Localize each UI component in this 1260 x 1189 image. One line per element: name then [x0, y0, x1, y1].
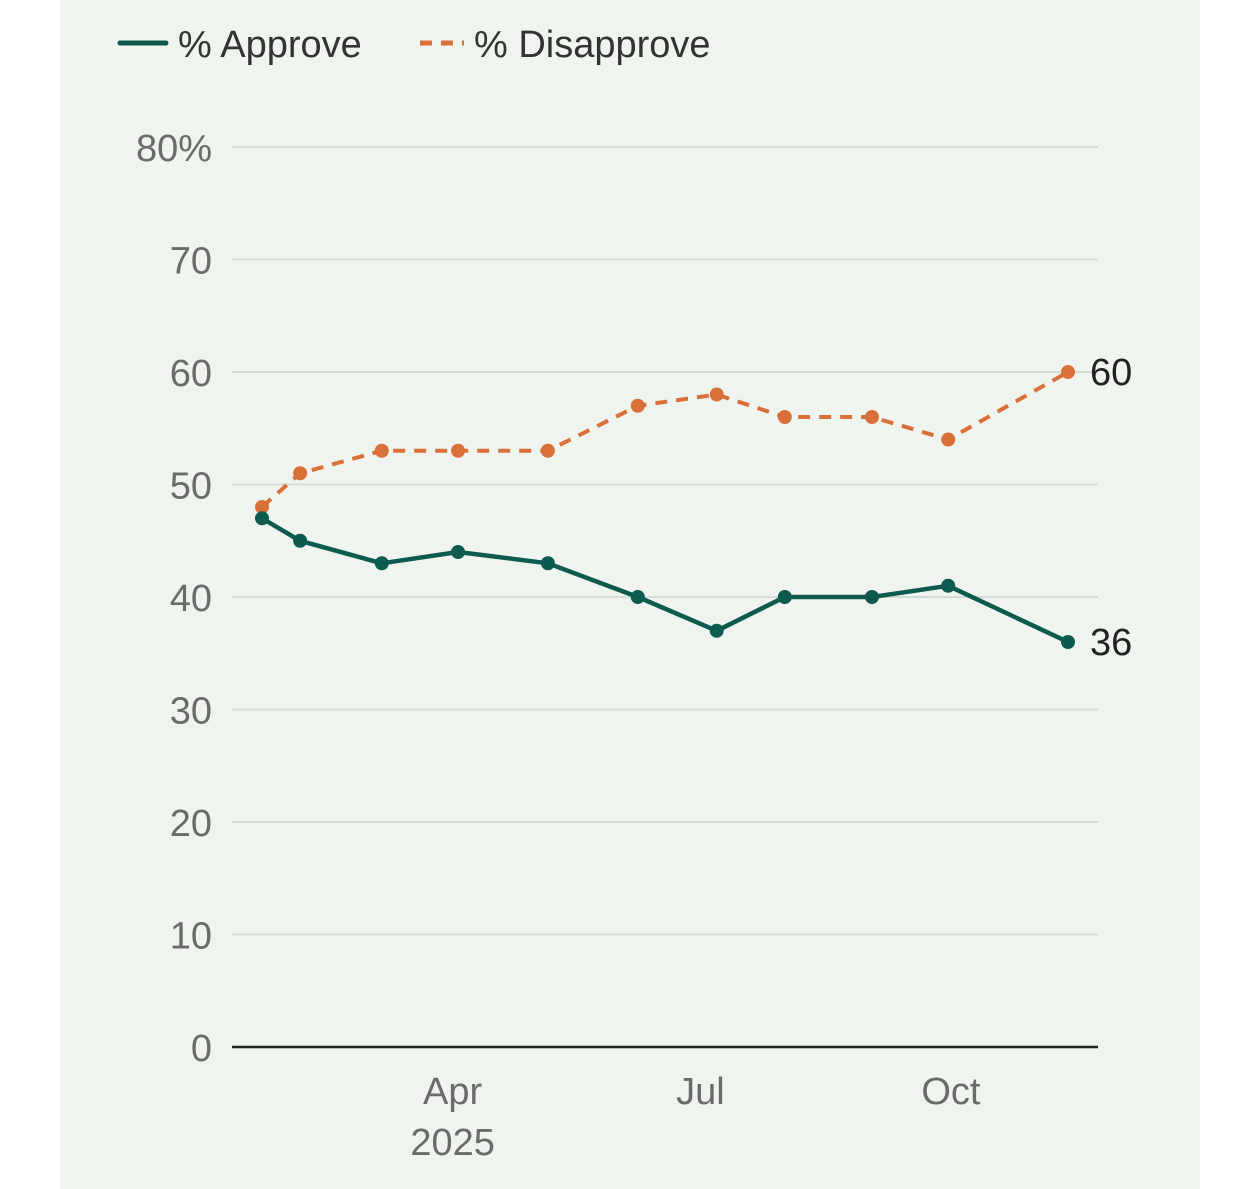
- data-point-disapprove: [1061, 365, 1075, 379]
- x-tick-label: Jul: [676, 1071, 725, 1113]
- data-point-approve: [255, 511, 269, 526]
- y-tick-label: 60: [170, 353, 212, 395]
- y-tick-label: 30: [170, 691, 212, 733]
- data-point-approve: [451, 545, 466, 559]
- data-point-disapprove: [777, 410, 792, 424]
- legend-label-approve: % Approve: [178, 24, 362, 66]
- data-point-approve: [293, 533, 308, 548]
- data-point-approve: [374, 556, 389, 571]
- series-lines: [255, 365, 1075, 649]
- y-axis-ticks: 80% 70 60 50 40 30 20 10 0: [136, 128, 212, 1070]
- y-tick-label: 80%: [136, 128, 212, 170]
- data-point-approve: [1061, 635, 1075, 649]
- y-tick-label: 70: [170, 241, 212, 283]
- data-point-disapprove: [255, 500, 269, 514]
- x-tick-sublabel: 2025: [410, 1122, 495, 1164]
- data-point-approve: [864, 590, 879, 604]
- data-point-disapprove: [293, 466, 308, 481]
- end-label-approve: 36: [1090, 622, 1132, 664]
- end-labels: 60 36: [1090, 352, 1132, 664]
- data-point-approve: [709, 623, 724, 638]
- data-point-disapprove: [630, 398, 645, 413]
- y-tick-label: 20: [170, 803, 212, 845]
- data-point-disapprove: [941, 432, 956, 447]
- y-tick-label: 50: [170, 466, 212, 508]
- data-point-approve: [540, 556, 555, 571]
- x-axis-ticks: Apr 2025 Jul Oct: [410, 1071, 981, 1164]
- data-point-disapprove: [374, 443, 389, 458]
- data-point-disapprove: [864, 410, 879, 424]
- end-label-disapprove: 60: [1090, 352, 1132, 394]
- data-point-approve: [941, 578, 956, 593]
- y-tick-label: 0: [191, 1028, 212, 1070]
- legend: % Approve % Disapprove: [117, 24, 711, 66]
- data-point-disapprove: [709, 387, 724, 402]
- x-tick-label: Apr: [423, 1071, 482, 1113]
- y-tick-label: 40: [170, 578, 212, 620]
- legend-label-disapprove: % Disapprove: [474, 24, 711, 66]
- data-point-disapprove: [540, 443, 555, 458]
- gridlines: [232, 146, 1098, 936]
- y-tick-label: 10: [170, 916, 212, 958]
- data-point-disapprove: [451, 443, 466, 458]
- data-point-approve: [630, 590, 645, 604]
- data-point-approve: [777, 590, 792, 604]
- x-tick-label: Oct: [921, 1071, 981, 1113]
